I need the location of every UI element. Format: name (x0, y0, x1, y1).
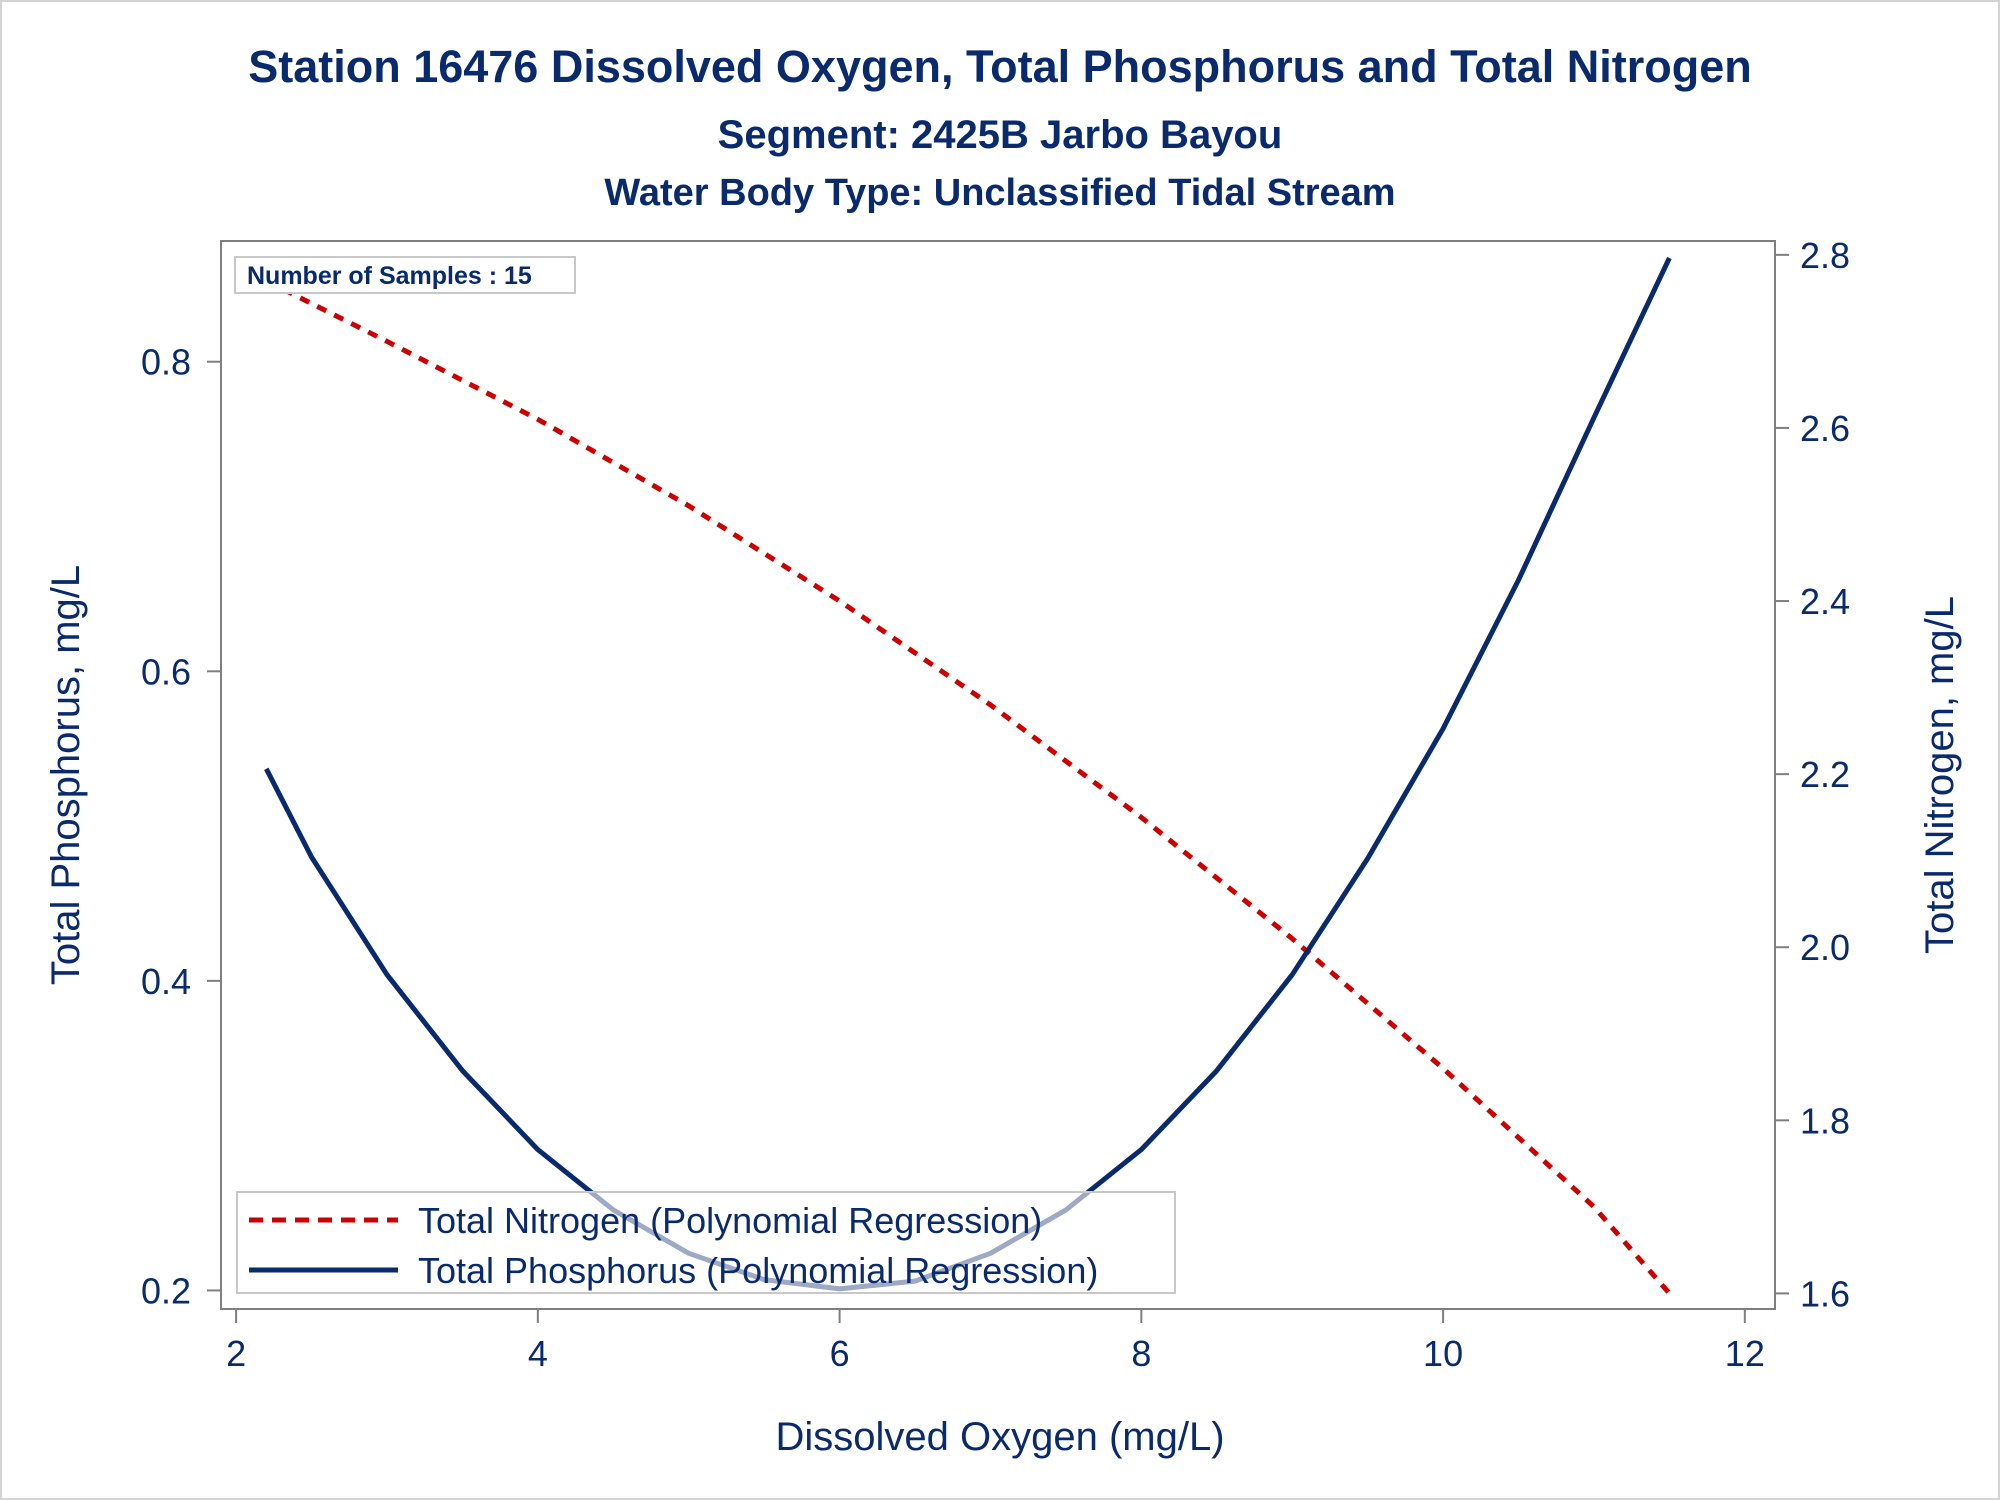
legend-box (236, 1191, 1176, 1294)
y-axis-right: 1.6 1.8 2.0 2.2 2.4 2.6 2.8 (1775, 235, 1850, 1314)
sample-count-annotation: Number of Samples : 15 (234, 256, 576, 294)
y-left-tick-label: 0.6 (141, 651, 191, 692)
legend: Total Nitrogen (Polynomial Regression) T… (236, 1191, 1176, 1294)
y-axis-left-label: Total Phosphorus, mg/L (44, 565, 88, 985)
annotation-box (234, 256, 576, 294)
annotation-text: Number of Samples : 15 (247, 262, 532, 290)
chart-subtitle-water-body: Water Body Type: Unclassified Tidal Stre… (604, 172, 1395, 214)
x-axis: 2 4 6 8 10 12 (226, 1309, 1765, 1374)
chart-subtitle: Segment: 2425B Jarbo Bayou (718, 113, 1283, 157)
y-right-tick-label: 2.0 (1800, 927, 1850, 968)
y-right-tick-label: 2.4 (1800, 581, 1850, 622)
chart-title: Station 16476 Dissolved Oxygen, Total Ph… (248, 41, 1752, 92)
x-tick-label: 2 (226, 1333, 246, 1374)
series-line-total-nitrogen (265, 278, 1672, 1296)
x-tick-label: 8 (1131, 1333, 1151, 1374)
y-left-tick-label: 0.8 (141, 342, 191, 383)
y-right-tick-label: 1.6 (1800, 1273, 1850, 1314)
y-axis-right-label: Total Nitrogen, mg/L (1918, 596, 1962, 954)
y-right-tick-label: 2.8 (1800, 235, 1850, 276)
y-right-tick-label: 2.2 (1800, 754, 1850, 795)
x-tick-label: 4 (528, 1333, 548, 1374)
legend-label-nitrogen: Total Nitrogen (Polynomial Regression) (418, 1200, 1042, 1241)
y-left-tick-label: 0.4 (141, 961, 191, 1002)
x-tick-label: 12 (1725, 1333, 1765, 1374)
x-axis-label: Dissolved Oxygen (mg/L) (775, 1415, 1224, 1459)
y-axis-left: 0.2 0.4 0.6 0.8 (141, 342, 221, 1311)
x-tick-label: 10 (1423, 1333, 1463, 1374)
y-left-tick-label: 0.2 (141, 1270, 191, 1311)
x-tick-label: 6 (830, 1333, 850, 1374)
legend-label-phosphorus: Total Phosphorus (Polynomial Regression) (418, 1250, 1098, 1291)
y-right-tick-label: 2.6 (1800, 408, 1850, 449)
y-right-tick-label: 1.8 (1800, 1100, 1850, 1141)
